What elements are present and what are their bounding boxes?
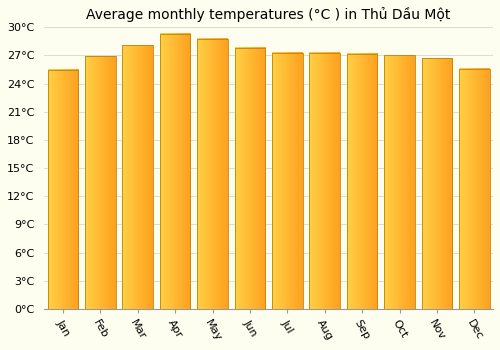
Bar [160,34,190,309]
Bar [272,52,302,309]
Bar [347,54,378,309]
Bar [85,56,116,309]
Bar [459,69,490,309]
Bar [48,70,78,309]
Bar [197,38,228,309]
Bar [310,52,340,309]
Bar [422,58,452,309]
Bar [384,55,415,309]
Bar [122,45,153,309]
Title: Average monthly temperatures (°C ) in Thủ Dầu Một: Average monthly temperatures (°C ) in Th… [86,7,451,22]
Bar [234,48,265,309]
